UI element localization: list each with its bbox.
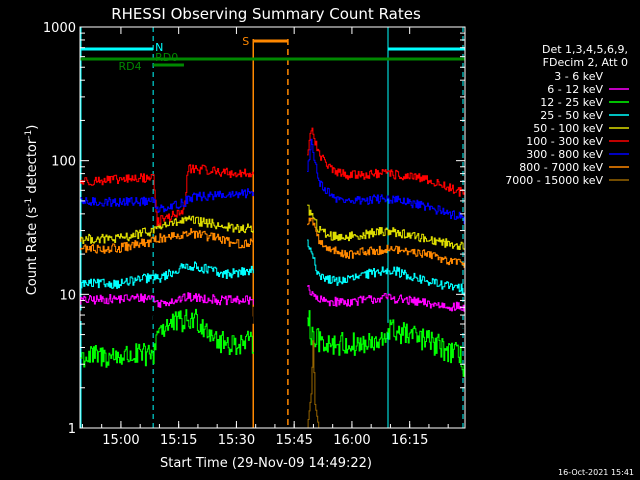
chart-title: RHESSI Observing Summary Count Rates	[111, 5, 421, 23]
legend-item-label-3: 25 - 50 keV	[540, 109, 603, 122]
axes: 15:00 15:15 15:30 15:45 16:00 16:15 1 10 100 1000	[43, 21, 466, 448]
legend-item-label-6: 300 - 800 keV	[526, 148, 603, 161]
legend: Det 1,3,4,5,6,9, FDecim 2, Att 0 3 - 6 k…	[505, 43, 629, 187]
series-line-1	[80, 285, 466, 313]
legend-header-line-2: FDecim 2, Att 0	[543, 56, 628, 69]
series-line-3	[80, 239, 466, 296]
y-label-mid: detector	[25, 138, 40, 198]
legend-item-label-2: 12 - 25 keV	[540, 96, 603, 109]
legend-item-label-7: 800 - 7000 keV	[519, 161, 603, 174]
legend-header-line-1: Det 1,3,4,5,6,9,	[542, 43, 628, 56]
rd0-label: RD0	[155, 51, 178, 64]
series-line-4	[80, 204, 466, 250]
y-label-sup2: -1	[24, 130, 34, 139]
legend-item-label-5: 100 - 300 keV	[526, 135, 603, 148]
y-label-main: Count Rate (s	[25, 207, 40, 296]
plot-frame	[79, 26, 466, 429]
rd4-label: RD4	[119, 60, 142, 73]
saa-label: S	[242, 35, 249, 48]
y-tick-label-2: 100	[51, 155, 76, 170]
y-tick-label-1: 10	[59, 288, 76, 303]
x-tick-label-3: 15:45	[275, 433, 312, 448]
y-tick-label-0: 1	[68, 422, 76, 437]
plot-area: N S RD0 RD4	[80, 27, 466, 429]
series-line-8	[303, 340, 320, 429]
series-line-0	[80, 297, 466, 339]
night-label: N	[155, 41, 163, 54]
legend-item-label-0: 3 - 6 keV	[554, 70, 603, 83]
footer-timestamp: 16-Oct-2021 15:41	[558, 468, 634, 477]
x-tick-label-4: 16:00	[333, 433, 370, 448]
y-axis-label: Count Rate (s-1 detector-1)	[24, 125, 40, 296]
y-tick-label-3: 1000	[43, 21, 76, 36]
x-tick-label-1: 15:15	[160, 433, 197, 448]
series-line-7	[80, 217, 466, 269]
legend-item-label-1: 6 - 12 keV	[547, 83, 603, 96]
x-tick-label-0: 15:00	[102, 433, 139, 448]
legend-item-label-8: 7000 - 15000 keV	[505, 174, 603, 187]
legend-item-label-4: 50 - 100 keV	[533, 122, 603, 135]
y-label-end: )	[25, 125, 40, 130]
series-line-5	[80, 127, 466, 226]
x-tick-label-2: 15:30	[218, 433, 255, 448]
series-line-6	[80, 138, 466, 225]
series-line-2	[80, 308, 466, 377]
y-label-sup1: -1	[24, 198, 34, 207]
x-tick-label-5: 16:15	[391, 433, 428, 448]
x-axis-label: Start Time (29-Nov-09 14:49:22)	[160, 456, 372, 471]
